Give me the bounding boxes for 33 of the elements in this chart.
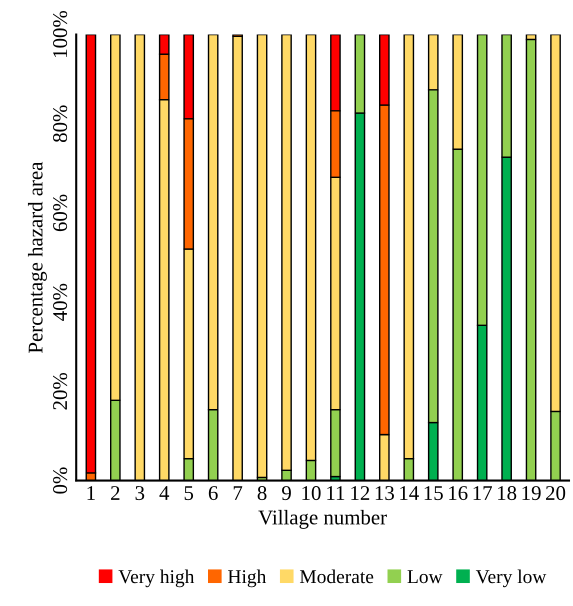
x-tick-label: 7: [234, 486, 242, 500]
x-tick-label: 2: [111, 486, 120, 500]
y-tick-label: 0%: [53, 467, 68, 494]
x-tick-label: 8: [258, 486, 266, 500]
x-tick-label: 13: [376, 486, 394, 500]
x-tick-label: 1: [88, 486, 95, 500]
legend-label: Low: [408, 570, 443, 584]
legend-label: High: [228, 570, 266, 588]
y-tick-label: 60%: [53, 194, 68, 232]
x-tick-label: 10: [302, 486, 321, 500]
x-tick-label: 11: [327, 486, 344, 500]
x-tick-label: 3: [136, 486, 144, 500]
x-tick-label: 9: [282, 486, 291, 500]
legend-label: Very low: [476, 570, 546, 588]
x-tick-label: 5: [184, 486, 194, 500]
x-tick-label: 19: [522, 486, 541, 500]
x-tick-label: 4: [159, 486, 170, 500]
y-tick-label: 20%: [53, 372, 68, 410]
x-tick-label: 18: [498, 486, 516, 500]
legend-label: Very high: [118, 570, 194, 588]
x-tick-label: 20: [546, 486, 566, 500]
x-axis-title: Village number: [258, 510, 387, 529]
x-tick-label: 6: [208, 486, 218, 500]
y-tick-label: 100%: [53, 10, 68, 58]
y-axis-title: Percentage hazard area: [28, 162, 47, 353]
legend-label: Moderate: [300, 570, 374, 584]
x-tick-label: 17: [474, 486, 492, 500]
y-tick-label: 80%: [53, 105, 68, 142]
y-tick-label: 40%: [53, 284, 68, 321]
x-tick-label: 14: [400, 486, 419, 500]
x-tick-label: 16: [449, 486, 468, 500]
x-tick-label: 15: [424, 486, 443, 500]
x-tick-label: 12: [351, 486, 370, 500]
